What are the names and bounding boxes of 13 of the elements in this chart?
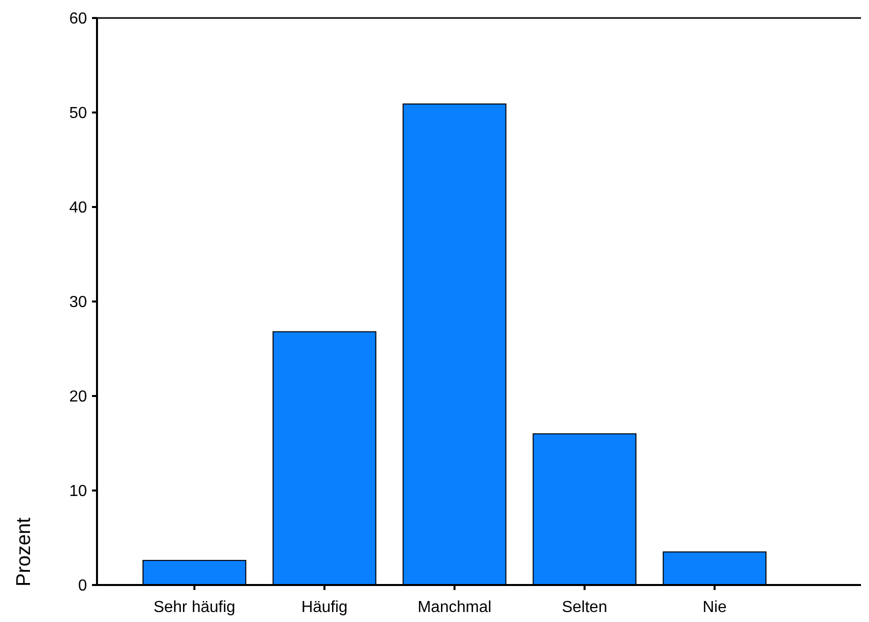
- x-tick-label: Sehr häufig: [153, 599, 236, 616]
- y-tick-label: 40: [69, 200, 88, 217]
- y-tick-label: 60: [69, 10, 88, 28]
- y-tick-label: 30: [69, 294, 88, 312]
- y-tick-label: 10: [69, 483, 88, 500]
- y-tick-label: 0: [78, 578, 88, 595]
- y-tick-label: 50: [69, 105, 88, 122]
- y-axis-title: Prozent: [13, 517, 35, 586]
- y-tick-label: 20: [69, 388, 88, 406]
- x-tick-label: Nie: [702, 599, 727, 616]
- x-tick-label: Selten: [562, 599, 608, 616]
- x-tick-label: Manchmal: [418, 599, 492, 616]
- x-tick-label: Häufig: [301, 599, 348, 616]
